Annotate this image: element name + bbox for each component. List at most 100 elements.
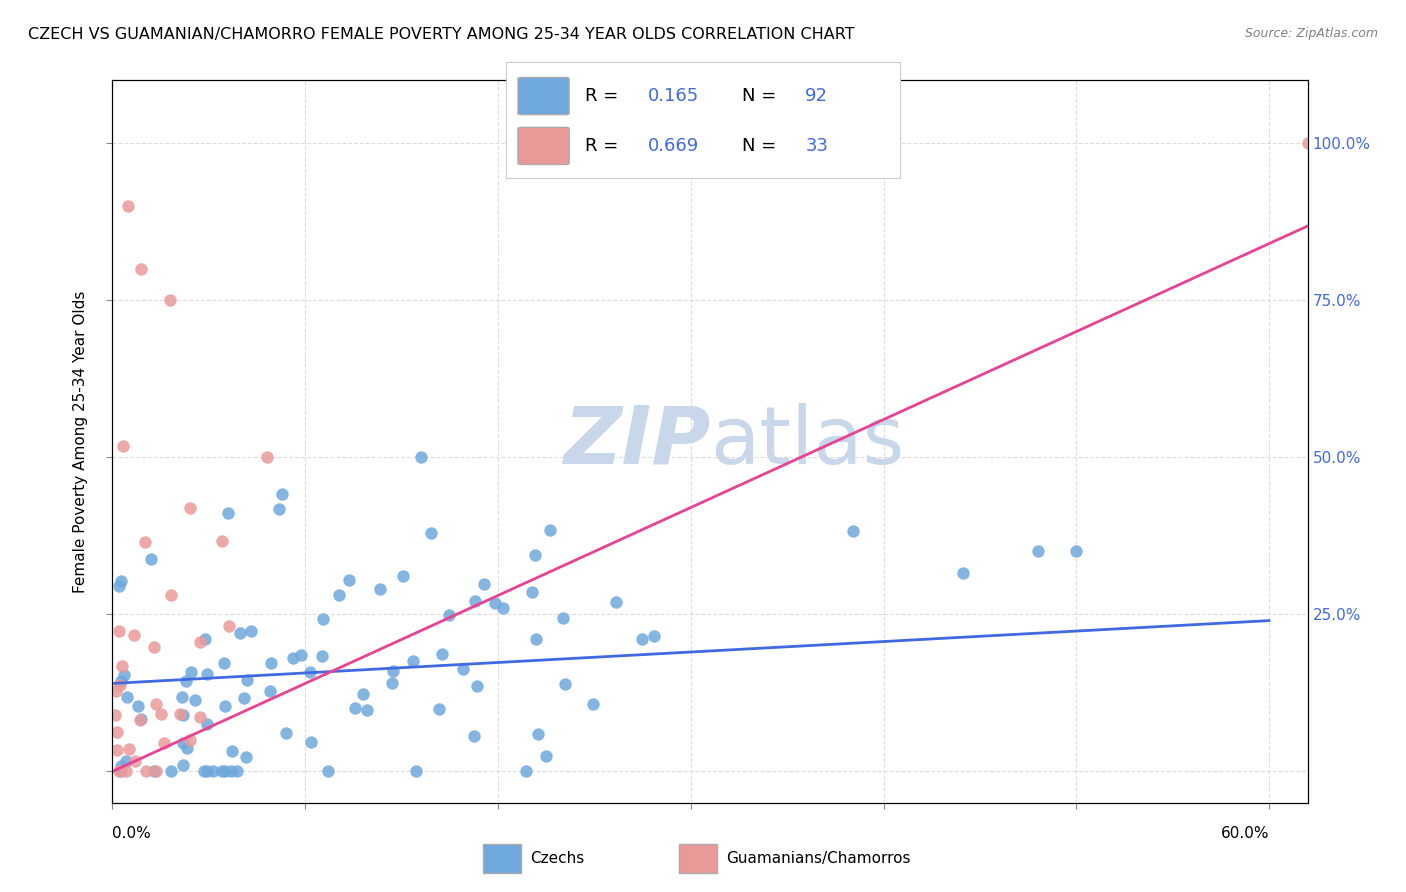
Point xyxy=(217,506,239,520)
Point xyxy=(259,684,281,698)
Bar xyxy=(679,844,717,873)
Point xyxy=(515,764,537,779)
Point xyxy=(105,743,128,757)
Point xyxy=(420,525,443,540)
Point xyxy=(139,551,162,566)
Point xyxy=(179,733,201,747)
Point xyxy=(160,764,183,779)
Point xyxy=(110,758,132,772)
Point xyxy=(492,601,515,615)
Text: ZIP: ZIP xyxy=(562,402,710,481)
Point xyxy=(463,729,485,743)
Point xyxy=(605,595,627,609)
Point xyxy=(159,588,181,602)
Text: Czechs: Czechs xyxy=(530,851,585,866)
Point xyxy=(356,703,378,717)
Point xyxy=(260,656,283,670)
Point xyxy=(124,754,146,768)
Point xyxy=(143,640,166,655)
Point xyxy=(276,725,298,739)
Text: 33: 33 xyxy=(806,137,828,155)
Point xyxy=(368,582,391,597)
Point xyxy=(172,708,194,723)
Point xyxy=(239,624,262,638)
Point xyxy=(630,632,652,646)
Point xyxy=(538,523,561,537)
Point xyxy=(451,662,474,676)
Point xyxy=(184,693,207,707)
Point xyxy=(176,741,198,756)
Text: Source: ZipAtlas.com: Source: ZipAtlas.com xyxy=(1244,27,1378,40)
Text: Guamanians/Chamorros: Guamanians/Chamorros xyxy=(727,851,911,866)
Point xyxy=(484,596,506,610)
FancyBboxPatch shape xyxy=(517,128,569,164)
Point xyxy=(344,701,367,715)
Point xyxy=(195,717,218,731)
Point xyxy=(194,632,217,646)
Point xyxy=(554,677,576,691)
Text: 0.165: 0.165 xyxy=(648,87,699,105)
Text: 0.0%: 0.0% xyxy=(112,825,152,840)
Point xyxy=(290,648,312,663)
Text: N =: N = xyxy=(742,87,782,105)
Point xyxy=(195,666,218,681)
Point xyxy=(381,665,404,679)
Point xyxy=(172,690,194,704)
Point xyxy=(193,764,215,779)
Point xyxy=(211,764,233,779)
Point xyxy=(104,684,127,698)
Point xyxy=(523,548,546,562)
Point xyxy=(117,690,139,704)
Point xyxy=(283,650,305,665)
Point xyxy=(201,764,224,779)
Point xyxy=(409,450,432,465)
Point xyxy=(174,674,197,689)
Point xyxy=(1026,544,1049,558)
Point xyxy=(233,691,256,706)
Point xyxy=(437,607,460,622)
Point xyxy=(214,699,236,714)
Point xyxy=(188,635,211,649)
Point xyxy=(145,764,167,779)
Point xyxy=(180,665,202,679)
Point xyxy=(643,630,665,644)
Bar xyxy=(482,844,522,873)
Point xyxy=(188,709,211,723)
Point xyxy=(225,764,247,779)
Point xyxy=(298,665,321,680)
Point xyxy=(111,659,134,673)
Text: 60.0%: 60.0% xyxy=(1220,825,1270,840)
Point xyxy=(1296,136,1319,150)
Point xyxy=(107,579,129,593)
Point xyxy=(110,674,132,689)
Point xyxy=(391,569,413,583)
Point xyxy=(337,574,360,588)
Point xyxy=(312,612,335,626)
Point xyxy=(108,678,131,692)
Point xyxy=(236,673,259,687)
Point xyxy=(172,736,194,750)
Point xyxy=(131,261,153,276)
Point xyxy=(952,566,974,580)
Text: 0.669: 0.669 xyxy=(648,137,699,155)
Text: CZECH VS GUAMANIAN/CHAMORRO FEMALE POVERTY AMONG 25-34 YEAR OLDS CORRELATION CHA: CZECH VS GUAMANIAN/CHAMORRO FEMALE POVER… xyxy=(28,27,855,42)
Point xyxy=(169,707,191,722)
Point xyxy=(1064,544,1087,558)
Point xyxy=(328,588,350,602)
Point xyxy=(235,750,257,764)
Point xyxy=(221,744,243,758)
Point xyxy=(582,697,605,711)
Point xyxy=(108,624,131,639)
Point xyxy=(115,764,138,779)
Point xyxy=(842,524,865,538)
Point xyxy=(520,585,543,599)
Point xyxy=(229,626,252,640)
Point xyxy=(402,654,425,668)
Point xyxy=(430,647,453,661)
Point xyxy=(527,726,550,740)
Point xyxy=(311,649,333,664)
Point xyxy=(159,293,181,308)
Point xyxy=(135,764,157,779)
Y-axis label: Female Poverty Among 25-34 Year Olds: Female Poverty Among 25-34 Year Olds xyxy=(73,291,89,592)
Point xyxy=(124,627,146,641)
